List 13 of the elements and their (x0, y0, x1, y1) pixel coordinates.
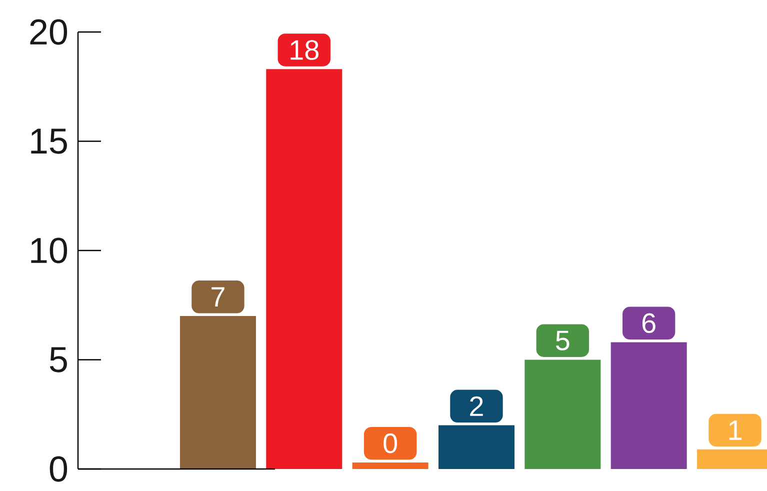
data-label: 6 (642, 313, 656, 334)
data-label: 2 (470, 396, 483, 416)
y-tick-label: 20 (30, 19, 68, 45)
data-label: 18 (290, 40, 318, 60)
y-tick-label: 0 (50, 456, 68, 482)
data-label: 0 (384, 433, 398, 454)
data-label: 5 (556, 330, 570, 350)
data-label: 7 (212, 287, 224, 307)
y-tick-label: 5 (50, 347, 67, 372)
y-tick-label: 15 (31, 128, 67, 154)
y-tick-label: 10 (31, 238, 68, 264)
bar (524, 360, 601, 469)
data-label: 1 (729, 420, 742, 440)
